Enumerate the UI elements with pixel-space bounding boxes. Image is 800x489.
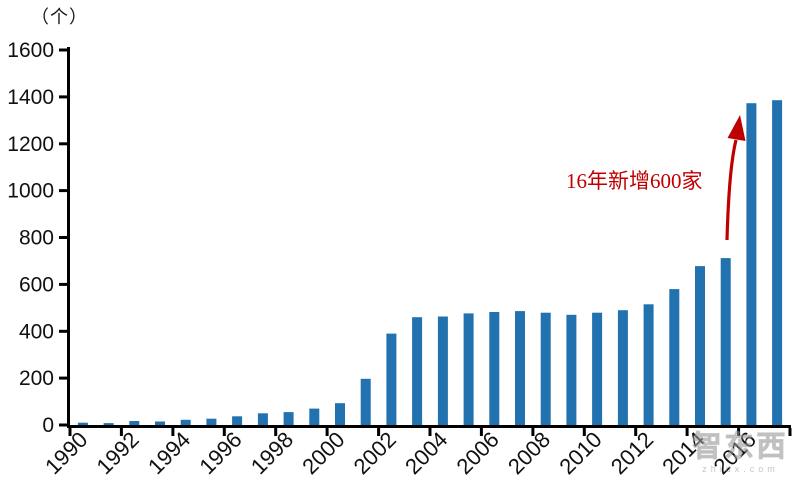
bar-2017 — [772, 100, 783, 425]
y-tick-label: 0 — [42, 414, 54, 437]
x-tick — [377, 428, 381, 436]
y-tick — [59, 48, 67, 52]
y-tick — [59, 142, 67, 146]
x-tick — [479, 428, 483, 436]
x-tick-label: 2008 — [503, 427, 555, 479]
bar-1990 — [77, 422, 88, 425]
x-tick — [428, 428, 432, 436]
x-tick — [531, 428, 535, 436]
y-tick — [59, 95, 67, 99]
x-tick — [68, 428, 72, 436]
x-tick-label: 2006 — [452, 427, 504, 479]
y-tick — [59, 189, 67, 193]
y-tick-label: 800 — [19, 227, 54, 250]
y-tick — [59, 376, 67, 380]
x-tick — [171, 428, 175, 436]
x-tick-label: 2002 — [349, 427, 401, 479]
x-tick-label: 2014 — [657, 427, 709, 479]
y-tick-label: 1200 — [7, 133, 54, 156]
bar-2013 — [669, 289, 680, 425]
x-tick-label: 1994 — [143, 427, 195, 479]
y-tick-label: 1400 — [7, 86, 54, 109]
bar-2008 — [540, 312, 551, 425]
bar-2004 — [437, 316, 448, 425]
x-tick-label: 1996 — [194, 427, 246, 479]
y-tick-label: 400 — [19, 320, 54, 343]
x-tick-label: 1992 — [92, 427, 144, 479]
annotation-arrowhead-icon — [727, 115, 746, 141]
bar-1993 — [155, 421, 165, 425]
bar-1998 — [283, 412, 294, 425]
annotation-text: 16年新增600家 — [566, 169, 703, 193]
bar-2002 — [386, 333, 397, 425]
bar-1997 — [257, 413, 268, 425]
bar-1995 — [206, 418, 217, 425]
bar-2006 — [489, 312, 500, 425]
y-tick-label: 200 — [19, 367, 54, 390]
bar-2007 — [515, 311, 525, 425]
y-axis-line — [67, 47, 70, 428]
y-tick-label: 600 — [19, 273, 54, 296]
bar-2012 — [643, 304, 654, 425]
y-tick — [59, 236, 67, 239]
bar-1991 — [103, 423, 114, 425]
x-axis-line — [67, 425, 791, 428]
bar-2000 — [335, 403, 345, 425]
x-tick — [685, 428, 689, 436]
x-tick — [582, 428, 586, 436]
bar-2016 — [746, 103, 757, 425]
x-tick-label: 2010 — [554, 427, 606, 479]
bar-1992 — [129, 421, 140, 425]
x-tick-label: 1998 — [246, 427, 298, 479]
bar-2001 — [360, 378, 371, 425]
bar-2011 — [617, 310, 628, 425]
y-tick-label: 1000 — [7, 180, 54, 203]
x-tick-label: 2000 — [297, 427, 349, 479]
bar-1999 — [309, 408, 320, 425]
x-tick — [634, 428, 638, 436]
bar-2003 — [412, 317, 423, 425]
x-tick — [788, 428, 792, 436]
y-tick-label: 1600 — [7, 39, 54, 62]
x-tick-label: 2012 — [606, 427, 658, 479]
x-tick-label: 2016 — [709, 427, 761, 479]
x-tick — [325, 428, 329, 436]
y-axis-unit-label: （个） — [31, 7, 88, 27]
bar-2014 — [695, 266, 705, 425]
annotation-arrow-shaft — [725, 139, 738, 241]
x-tick — [222, 428, 226, 436]
x-tick — [119, 428, 123, 436]
y-tick — [59, 282, 67, 286]
bar-2005 — [463, 313, 474, 425]
bar-1994 — [180, 419, 191, 425]
x-tick-label: 2004 — [400, 427, 452, 479]
y-tick — [59, 423, 67, 427]
bar-2015 — [720, 258, 731, 425]
bar-2010 — [592, 312, 603, 425]
x-tick — [737, 428, 741, 436]
y-tick — [59, 329, 67, 333]
bar-1996 — [232, 416, 243, 425]
x-tick — [274, 428, 278, 436]
bar-2009 — [566, 314, 577, 425]
